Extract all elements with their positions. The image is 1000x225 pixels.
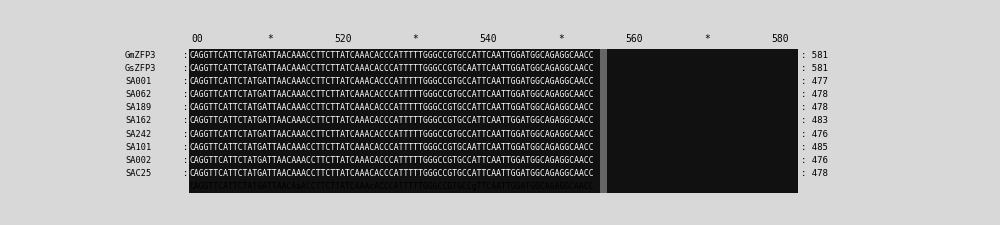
Text: CAGGTTCATTCTATGATTAACAAACCTTCTTATCAAACACCCATTTTTGGGCCGTGCCATTCAATTGGATGGCAGAGGCA: CAGGTTCATTCTATGATTAACAAACCTTCTTATCAAACAC… [189, 130, 594, 139]
Text: 560: 560 [625, 34, 643, 44]
Text: :: : [183, 130, 188, 139]
FancyBboxPatch shape [600, 49, 607, 193]
Text: CAGGTTCATTCTATGATTAACAAACCTTCTTATCAAACACCCATTTTTGGGCCGTGCAATTCAATTGGATGGCAGAGGCA: CAGGTTCATTCTATGATTAACAAACCTTCTTATCAAACAC… [189, 64, 594, 73]
Text: CAGGTTCATTCTATGATTAACAAACCTTCTTATCAAACACCCATTTTTGGGCCGTGCCATTCAATTGGATGGCAGAGGCA: CAGGTTCATTCTATGATTAACAAACCTTCTTATCAAACAC… [189, 117, 594, 126]
Text: CAGGTTCATTCTATGATTAACAAACCTTCTTATCAAACACCCATTTTTGGGCCGTGCCATTCAATTGGATGGCAGAGGCA: CAGGTTCATTCTATGATTAACAAACCTTCTTATCAAACAC… [189, 156, 594, 165]
Text: : 476: : 476 [801, 156, 828, 165]
Text: 00: 00 [191, 34, 203, 44]
Text: :: : [183, 143, 188, 152]
Text: :: : [183, 77, 188, 86]
Text: CAGGTTCATTCTATGATTAACAAACCTTCTTATCAAACACCCATTTTTGGGCCGTGCAATTCAATTGGATGGCAGAGGCA: CAGGTTCATTCTATGATTAACAAACCTTCTTATCAAACAC… [189, 143, 594, 152]
Text: :: : [183, 156, 188, 165]
Text: SA189: SA189 [125, 103, 151, 112]
Text: : 476: : 476 [801, 130, 828, 139]
Text: GmZFP3: GmZFP3 [125, 51, 156, 60]
Text: 540: 540 [480, 34, 497, 44]
Text: :: : [183, 169, 188, 178]
Text: CAGGTTCATTCTATGATTAACAAACCTTCTTATCAAACACCCATTTTTGGGCCGTGCCATTCAATTGGATGGCAGAGGCA: CAGGTTCATTCTATGATTAACAAACCTTCTTATCAAACAC… [189, 51, 594, 60]
Text: : 478: : 478 [801, 90, 828, 99]
Text: : 483: : 483 [801, 117, 828, 126]
FancyBboxPatch shape [189, 49, 798, 193]
Text: *: * [267, 34, 273, 44]
Text: *: * [704, 34, 710, 44]
Text: : 477: : 477 [801, 77, 828, 86]
Text: GsZFP3: GsZFP3 [125, 64, 156, 73]
Text: : 581: : 581 [801, 64, 828, 73]
Text: SAC25: SAC25 [125, 169, 151, 178]
Text: *: * [413, 34, 419, 44]
Text: :: : [183, 90, 188, 99]
Text: : 581: : 581 [801, 51, 828, 60]
Text: SA101: SA101 [125, 143, 151, 152]
Text: CAGGTTCATTCTATGATTAACAAACCTTCTTATCAAACACCCATTTTTGGGCCGTGCCATTCAATTGGATGGCAGAGGCA: CAGGTTCATTCTATGATTAACAAACCTTCTTATCAAACAC… [189, 169, 594, 178]
Text: SA002: SA002 [125, 156, 151, 165]
Text: SA062: SA062 [125, 90, 151, 99]
Text: *: * [558, 34, 564, 44]
Text: CAGGTTCATTCTATGATTAACAAACCTTCTTATCAAACACCCATTTTTGGGCCGTGCCATTCAATTGGATGGCAGAGGCA: CAGGTTCATTCTATGATTAACAAACCTTCTTATCAAACAC… [189, 77, 594, 86]
Text: : 485: : 485 [801, 143, 828, 152]
Text: SA162: SA162 [125, 117, 151, 126]
Text: 520: 520 [334, 34, 352, 44]
Text: :: : [183, 64, 188, 73]
Text: CAGGTTCATTCTATGATTAACAaACCTTCTTATCAAAcACCCATTTTTGGGCCGTGCCgTTCAATTGGATGGCAGAGGCA: CAGGTTCATTCTATGATTAACAaACCTTCTTATCAAAcAC… [189, 182, 594, 191]
Text: CAGGTTCATTCTATGATTAACAAACCTTCTTATCAAACACCCATTTTTGGGCCGTGCCATTCAATTGGATGGCAGAGGCA: CAGGTTCATTCTATGATTAACAAACCTTCTTATCAAACAC… [189, 103, 594, 112]
Text: 580: 580 [771, 34, 789, 44]
Text: : 478: : 478 [801, 169, 828, 178]
Text: SA001: SA001 [125, 77, 151, 86]
Text: :: : [183, 103, 188, 112]
Text: SA242: SA242 [125, 130, 151, 139]
Text: : 478: : 478 [801, 103, 828, 112]
Text: :: : [183, 117, 188, 126]
Text: CAGGTTCATTCTATGATTAACAAACCTTCTTATCAAACACCCATTTTTGGGCCGTGCCATTCAATTGGATGGCAGAGGCA: CAGGTTCATTCTATGATTAACAAACCTTCTTATCAAACAC… [189, 90, 594, 99]
Text: :: : [183, 51, 188, 60]
